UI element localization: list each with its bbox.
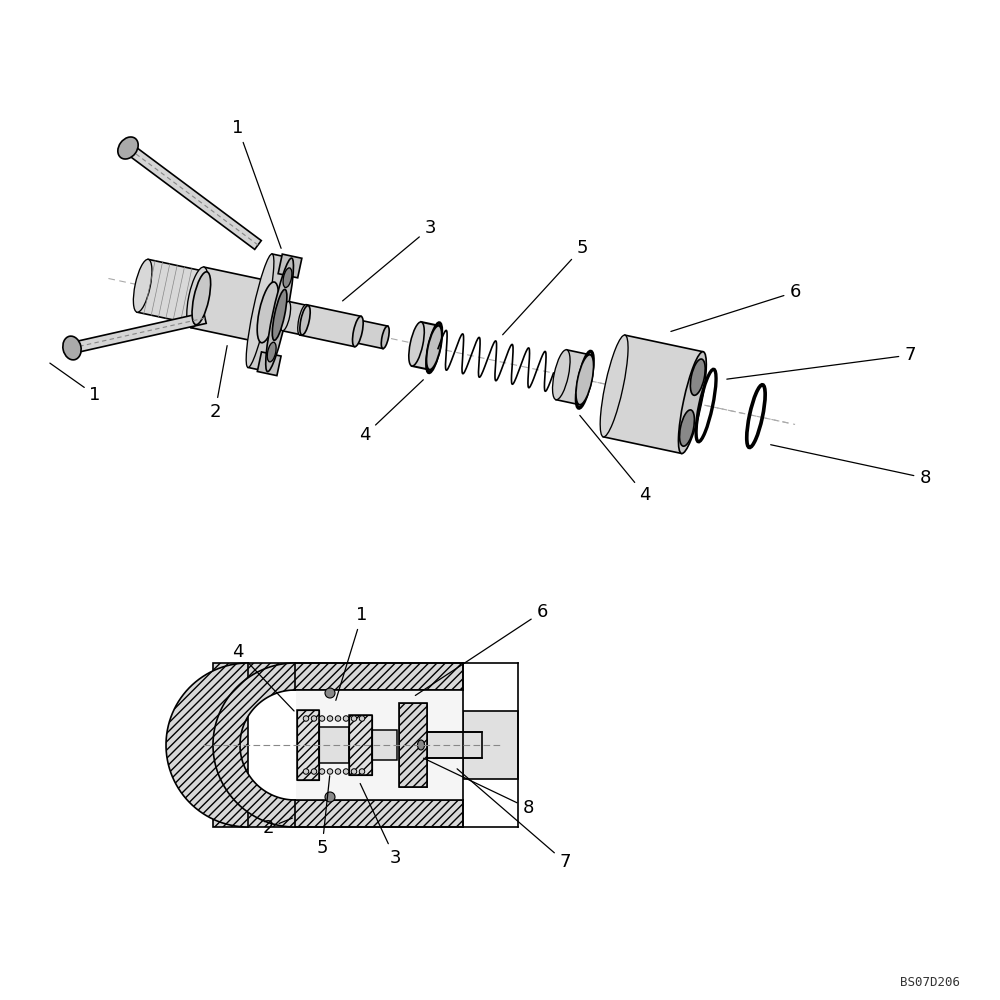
Ellipse shape	[359, 716, 365, 721]
Ellipse shape	[257, 282, 279, 343]
Polygon shape	[282, 301, 308, 335]
FancyBboxPatch shape	[463, 711, 518, 779]
Ellipse shape	[418, 740, 424, 750]
Text: 3: 3	[343, 219, 436, 301]
Polygon shape	[603, 335, 703, 453]
Polygon shape	[349, 715, 372, 775]
Ellipse shape	[311, 716, 317, 721]
Polygon shape	[412, 322, 439, 370]
Text: 6: 6	[415, 603, 548, 695]
Ellipse shape	[300, 306, 310, 335]
Ellipse shape	[63, 336, 81, 360]
Ellipse shape	[426, 326, 442, 370]
Ellipse shape	[409, 322, 424, 366]
Ellipse shape	[267, 342, 276, 362]
Ellipse shape	[680, 410, 694, 446]
Polygon shape	[278, 254, 302, 278]
Ellipse shape	[600, 335, 628, 437]
Ellipse shape	[266, 258, 293, 372]
Polygon shape	[125, 144, 261, 249]
Ellipse shape	[283, 268, 292, 288]
Ellipse shape	[353, 316, 363, 347]
Ellipse shape	[187, 267, 208, 328]
Ellipse shape	[678, 352, 706, 454]
Polygon shape	[166, 663, 248, 827]
Ellipse shape	[319, 769, 325, 774]
Polygon shape	[427, 732, 482, 758]
Polygon shape	[355, 320, 388, 349]
Ellipse shape	[327, 716, 333, 721]
Ellipse shape	[303, 716, 309, 721]
Ellipse shape	[553, 350, 570, 400]
Ellipse shape	[298, 305, 308, 335]
Ellipse shape	[690, 359, 705, 395]
Ellipse shape	[325, 688, 335, 698]
Polygon shape	[296, 690, 463, 800]
Ellipse shape	[272, 289, 287, 340]
Text: 1: 1	[232, 119, 281, 248]
Polygon shape	[372, 730, 397, 760]
Polygon shape	[71, 313, 206, 353]
Polygon shape	[556, 350, 590, 405]
Polygon shape	[399, 703, 427, 787]
Text: 6: 6	[671, 283, 801, 331]
Ellipse shape	[335, 716, 341, 721]
Polygon shape	[191, 267, 274, 343]
Ellipse shape	[354, 320, 362, 343]
Ellipse shape	[246, 254, 274, 367]
Polygon shape	[213, 663, 295, 827]
Polygon shape	[319, 727, 349, 763]
Polygon shape	[257, 352, 281, 376]
Text: 1: 1	[50, 363, 101, 404]
Text: 4: 4	[232, 643, 294, 711]
Ellipse shape	[351, 769, 357, 774]
Ellipse shape	[343, 716, 349, 721]
Ellipse shape	[359, 769, 365, 774]
Ellipse shape	[319, 716, 325, 721]
Ellipse shape	[327, 769, 333, 774]
Ellipse shape	[118, 137, 138, 159]
Ellipse shape	[335, 769, 341, 774]
Polygon shape	[297, 710, 319, 780]
Ellipse shape	[303, 769, 309, 774]
Ellipse shape	[280, 301, 291, 331]
Polygon shape	[137, 259, 207, 325]
Text: 5: 5	[503, 239, 588, 335]
Text: 7: 7	[457, 769, 571, 871]
Text: 1: 1	[336, 606, 368, 700]
Text: 7: 7	[727, 346, 916, 379]
Ellipse shape	[351, 716, 357, 721]
Text: 2: 2	[262, 818, 292, 837]
Ellipse shape	[192, 272, 211, 325]
Ellipse shape	[311, 769, 317, 774]
Ellipse shape	[133, 259, 152, 312]
Ellipse shape	[343, 769, 349, 774]
Text: 4: 4	[580, 415, 651, 504]
Text: BS07D206: BS07D206	[900, 976, 960, 988]
Ellipse shape	[576, 355, 594, 405]
Text: 4: 4	[359, 380, 423, 444]
Text: 3: 3	[360, 784, 401, 867]
Polygon shape	[300, 305, 361, 347]
Polygon shape	[213, 663, 463, 690]
Text: 8: 8	[771, 445, 931, 487]
Polygon shape	[248, 254, 292, 372]
Text: 5: 5	[316, 776, 330, 857]
Text: 2: 2	[209, 346, 227, 421]
Ellipse shape	[325, 792, 335, 802]
Ellipse shape	[381, 326, 389, 349]
Text: 8: 8	[424, 758, 534, 817]
Polygon shape	[213, 800, 463, 827]
